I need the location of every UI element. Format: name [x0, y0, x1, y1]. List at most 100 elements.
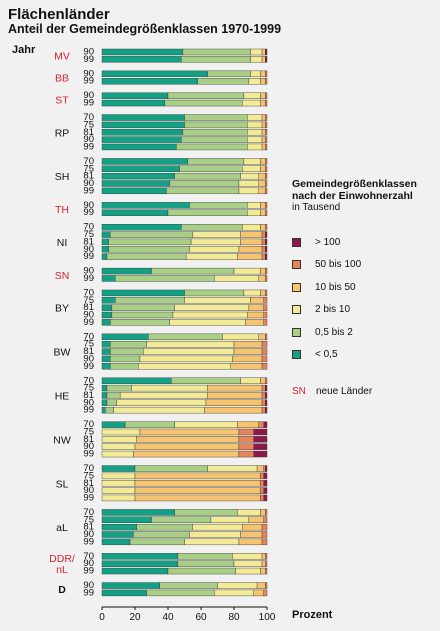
year-label: 99 [83, 251, 94, 262]
bar-segment [263, 304, 268, 311]
legend-new-text: neue Länder [316, 386, 373, 397]
year-label: 75 [83, 427, 94, 438]
group-label: SN [55, 270, 70, 282]
bar-segment [134, 494, 261, 502]
group-label: SL [56, 478, 69, 490]
bar-segment [258, 333, 266, 341]
bar-segment [261, 114, 266, 121]
bar-segment [265, 377, 268, 384]
bar-segment [260, 158, 266, 165]
group-label: NI [57, 237, 68, 249]
year-label: 70 [83, 551, 94, 562]
bar-segment [110, 348, 144, 355]
bar-segment [265, 129, 268, 136]
legend-new-states: SN neue Länder [292, 386, 438, 397]
bar-segment [169, 319, 246, 326]
bar-segment [106, 253, 187, 260]
bar-segment [189, 246, 240, 253]
bar-segment [260, 223, 266, 231]
bar-segment [246, 121, 263, 129]
bar-segment [243, 289, 261, 297]
year-label: 99 [83, 492, 94, 503]
bar-segment [238, 187, 259, 195]
bar-segment [134, 443, 240, 450]
bar-segment [253, 428, 268, 436]
group-label: BB [55, 73, 69, 85]
group-label: HE [55, 390, 70, 402]
bar-segment [238, 450, 254, 458]
bar-segment [197, 77, 250, 85]
bar-segment [136, 523, 193, 531]
bar-segment [174, 421, 238, 428]
bar-segment [177, 553, 233, 560]
bar-segment [230, 363, 263, 370]
bar-segment [260, 289, 266, 297]
bar-segment [261, 121, 266, 129]
legend-label: > 100 [315, 236, 341, 248]
bar-segment [263, 494, 268, 502]
group-label: NW [53, 434, 71, 446]
bar-segment [265, 92, 268, 99]
bar-segment [101, 172, 175, 180]
bar-segment [101, 319, 111, 326]
bar-segment [101, 348, 111, 355]
bar-segment [184, 114, 248, 121]
bar-segment [233, 267, 261, 275]
bar-segment [101, 187, 167, 195]
bar-segment [101, 333, 149, 341]
year-label: 99 [83, 587, 94, 598]
bar-segment [265, 172, 268, 180]
bar-segment [246, 129, 263, 136]
year-label: 90 [83, 200, 94, 211]
bar-segment [261, 384, 266, 392]
bar-segment [258, 275, 266, 282]
legend: Gemeindegrößenklassen nach der Einwohner… [292, 178, 438, 397]
bar-segment [232, 553, 263, 560]
bar-segment [101, 297, 116, 304]
bar-segment [184, 289, 245, 297]
bar-segment [108, 246, 190, 253]
legend-swatch [292, 327, 301, 337]
x-axis: 0 20 40 60 80 100 [99, 606, 276, 623]
bar-segment [101, 238, 109, 246]
bar-segment [242, 99, 261, 107]
bar-segment [265, 392, 268, 399]
year-label: 70 [83, 331, 94, 342]
bar-segment [248, 516, 264, 523]
year-label: 75 [83, 470, 94, 481]
bar-segment [101, 304, 113, 311]
x-tick-label: 80 [228, 612, 240, 623]
bar-segment [180, 136, 248, 143]
bar-segment [265, 209, 268, 216]
bar-segment [159, 582, 218, 589]
legend-swatch [292, 305, 301, 315]
bar-segment [101, 114, 185, 121]
year-label: 81 [83, 434, 94, 445]
bar-segment [265, 48, 268, 56]
bar-segment [101, 289, 185, 297]
bar-segment [238, 428, 254, 436]
bar-segment [260, 267, 266, 275]
year-label: 90 [83, 485, 94, 496]
bar-segment [101, 231, 111, 238]
bar-segment [133, 531, 190, 538]
bar-segment [261, 238, 266, 246]
year-label: 99 [83, 141, 94, 152]
bar-segment [248, 77, 261, 85]
legend-swatch [292, 350, 301, 360]
bar-segment [260, 487, 264, 494]
bar-segment [260, 70, 266, 78]
bar-segment [263, 421, 268, 428]
legend-item: > 100 [292, 231, 438, 254]
bar-segment [217, 582, 258, 589]
bar-segment [260, 494, 264, 502]
group-label: nL [56, 564, 68, 576]
bar-segment [108, 238, 192, 246]
bar-segment [124, 421, 175, 428]
bar-segment [260, 209, 266, 216]
bar-segment [190, 238, 241, 246]
year-label: 70 [83, 419, 94, 430]
bar-segment [204, 406, 263, 414]
